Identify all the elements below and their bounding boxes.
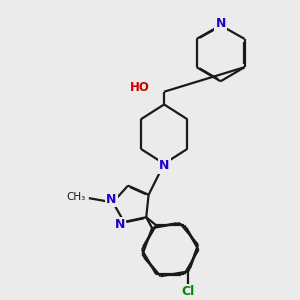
Text: HO: HO [130, 81, 150, 94]
Text: Cl: Cl [182, 286, 195, 298]
Text: N: N [215, 17, 226, 31]
Text: N: N [115, 218, 125, 231]
Text: N: N [106, 193, 117, 206]
Text: N: N [159, 160, 169, 172]
Text: CH₃: CH₃ [67, 192, 86, 202]
